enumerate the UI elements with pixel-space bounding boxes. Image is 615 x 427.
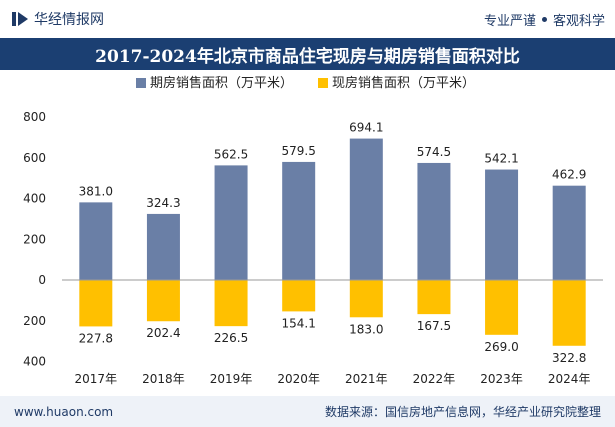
x-tick-label: 2017年	[75, 372, 118, 386]
legend-swatch-2	[318, 78, 328, 88]
website-url: www.huaon.com	[14, 404, 114, 419]
bar-series1	[349, 138, 383, 280]
x-tick-label: 2022年	[413, 372, 456, 386]
data-label-series1: 381.0	[79, 184, 113, 198]
y-tick-label: 600	[23, 151, 46, 165]
legend: 期房销售面积（万平米） 现房销售面积（万平米）	[136, 75, 475, 91]
bar-series2	[417, 280, 451, 315]
tagline-2: 客观科学	[552, 13, 605, 29]
data-label-series2: 154.1	[282, 316, 316, 330]
data-label-series1: 694.1	[349, 121, 383, 135]
data-label-series2: 269.0	[484, 340, 518, 354]
data-label-series1: 579.5	[282, 144, 316, 158]
data-label-series2: 322.8	[552, 351, 586, 365]
data-label-series1: 562.5	[214, 147, 248, 161]
brand: 华经情报网	[12, 9, 104, 29]
x-tick-label: 2024年	[548, 372, 591, 386]
bar-series2	[146, 280, 180, 322]
top-bar: 华经情报网 专业严谨 客观科学	[0, 0, 615, 38]
x-tick-label: 2023年	[480, 372, 523, 386]
bar-series1	[282, 161, 316, 280]
chart-title: 2017-2024年北京市商品住宅现房与期房销售面积对比	[0, 38, 615, 70]
separator-dot-icon	[541, 16, 547, 22]
data-label-series1: 324.3	[146, 196, 180, 210]
y-tick-label: 400	[23, 355, 46, 369]
bar-series2	[79, 280, 113, 327]
bar-series1	[417, 162, 451, 280]
brand-logo-icon	[12, 12, 28, 26]
data-label-series2: 226.5	[214, 331, 248, 345]
x-tick-label: 2020年	[277, 372, 320, 386]
data-label-series1: 462.9	[552, 168, 586, 182]
bar-series2	[282, 280, 316, 312]
legend-label-1: 期房销售面积（万平米）	[150, 75, 293, 91]
bar-series2	[485, 280, 519, 335]
legend-label-2: 现房销售面积（万平米）	[332, 75, 475, 91]
bar-series2	[214, 280, 248, 327]
bar-series1	[146, 213, 180, 280]
y-tick-label: 200	[23, 314, 46, 328]
footer: www.huaon.com 数据来源：国信房地产信息网，华经产业研究院整理	[0, 396, 615, 427]
bar-chart: 期房销售面积（万平米） 现房销售面积（万平米） 800 600 400 200 0 200 4…	[23, 75, 603, 386]
y-tick-label: 0	[38, 273, 46, 287]
bar-series1	[552, 185, 586, 280]
data-label-series2: 167.5	[417, 319, 451, 333]
x-tick-label: 2018年	[142, 372, 185, 386]
bars: 381.0 227.8 324.3 202.4 562.5 226.5 579.5 154.1…	[62, 121, 603, 365]
data-label-series2: 183.0	[349, 322, 383, 336]
data-label-series2: 202.4	[146, 326, 180, 340]
bar-series2	[349, 280, 383, 318]
brand-name: 华经情报网	[34, 12, 104, 28]
y-tick-label: 200	[23, 232, 46, 246]
y-axis: 800 600 400 200 0 200 400	[23, 110, 46, 369]
bar-series2	[552, 280, 586, 346]
tagline: 专业严谨 客观科学	[484, 10, 605, 29]
data-label-series1: 574.5	[417, 145, 451, 159]
x-tick-label: 2019年	[210, 372, 253, 386]
bar-series1	[79, 202, 113, 280]
legend-swatch-1	[136, 78, 146, 88]
bar-series1	[214, 165, 248, 280]
bar-series1	[485, 169, 519, 280]
data-label-series2: 227.8	[79, 331, 113, 345]
data-label-series1: 542.1	[484, 152, 518, 166]
data-source: 数据来源：国信房地产信息网，华经产业研究院整理	[324, 405, 601, 419]
tagline-1: 专业严谨	[483, 13, 536, 29]
x-axis: 2017年 2018年 2019年 2020年 2021年 2022年 2023年 2024年	[75, 372, 591, 386]
x-tick-label: 2021年	[345, 372, 388, 386]
y-tick-label: 400	[23, 192, 46, 206]
y-tick-label: 800	[23, 110, 46, 124]
